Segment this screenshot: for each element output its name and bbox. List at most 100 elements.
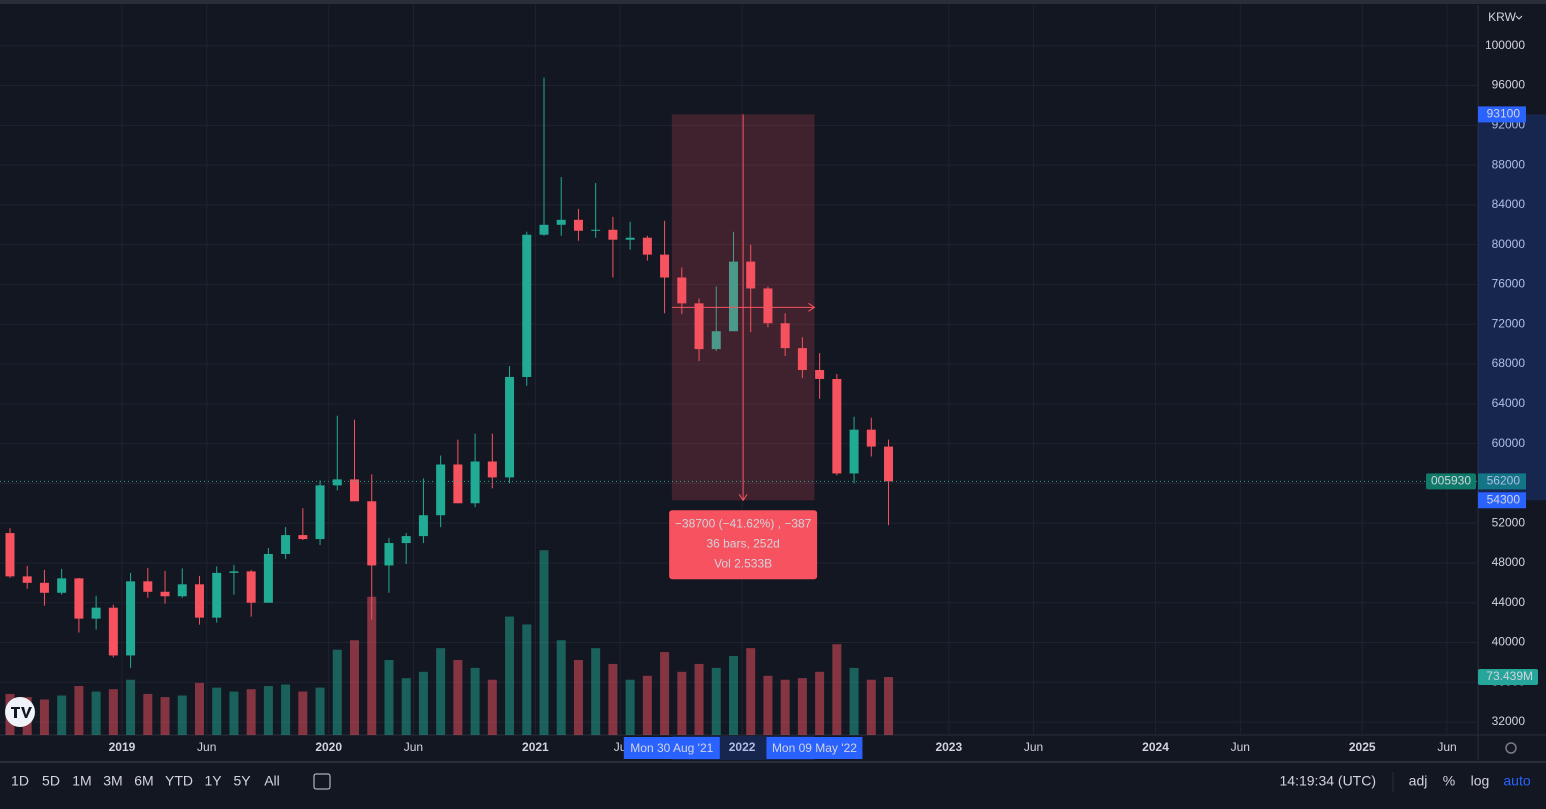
candle-body bbox=[384, 543, 394, 566]
candle-body bbox=[143, 581, 153, 592]
candle-body bbox=[556, 219, 566, 225]
volume-bar bbox=[91, 691, 101, 735]
toolbar: 1D 5D 1M 3M 6M YTD 1Y 5Y All 14:19:34 (UTC) adj% lo… bbox=[11, 773, 1531, 789]
volume-bar bbox=[401, 678, 411, 735]
volume-label: 73.439M bbox=[1486, 669, 1533, 683]
candle-body bbox=[418, 515, 428, 537]
range-button[interactable]: YTD bbox=[165, 773, 193, 789]
measure-info-text: Vol 2.533B bbox=[714, 556, 772, 570]
volume-bar bbox=[332, 649, 342, 735]
range-button[interactable]: 5D bbox=[42, 773, 60, 789]
volume-bar bbox=[487, 679, 497, 735]
volume-bar bbox=[229, 691, 239, 735]
price-range-highlight bbox=[1478, 114, 1546, 501]
volume bbox=[5, 550, 894, 735]
option-button[interactable]: auto bbox=[1503, 773, 1530, 789]
candle-body bbox=[660, 254, 670, 278]
top-border bbox=[0, 0, 1546, 4]
candle-body bbox=[5, 533, 15, 577]
x-tick-label: 2025 bbox=[1349, 740, 1376, 754]
volume-bar bbox=[108, 689, 118, 735]
volume-bar bbox=[780, 679, 790, 735]
candle-body bbox=[74, 578, 84, 619]
x-tick-label: Jun bbox=[404, 740, 423, 754]
candle-body bbox=[815, 370, 825, 379]
measure-price-label: 93100 bbox=[1487, 107, 1521, 121]
volume-bar bbox=[281, 684, 291, 735]
candle-body bbox=[780, 323, 790, 349]
candle-body bbox=[608, 229, 618, 240]
y-tick-label: 60000 bbox=[1492, 436, 1526, 450]
measure-info-text: −38700 (−41.62%) , −387 bbox=[675, 516, 812, 530]
candle-body bbox=[315, 485, 325, 540]
currency[interactable]: KRW bbox=[1488, 10, 1516, 24]
volume-bar bbox=[797, 678, 807, 735]
candle-body bbox=[849, 429, 859, 474]
x-tick-label: Ju bbox=[614, 740, 627, 754]
measure-price-bg bbox=[1478, 492, 1526, 509]
candle-body bbox=[22, 576, 32, 583]
candle-body bbox=[436, 464, 446, 516]
range-button[interactable]: 3M bbox=[103, 773, 122, 789]
logo[interactable] bbox=[5, 697, 35, 727]
date-range-icon[interactable] bbox=[313, 773, 331, 790]
volume-bar bbox=[194, 682, 204, 735]
candle-body bbox=[677, 277, 687, 304]
volume-bar bbox=[212, 687, 222, 735]
x-tick-label: 2022 bbox=[729, 740, 756, 754]
measure-date-label: Mon 30 Aug '21 bbox=[630, 741, 713, 755]
candle-body bbox=[642, 237, 652, 255]
candle-body bbox=[711, 331, 721, 350]
option-button[interactable]: adj bbox=[1409, 773, 1428, 789]
volume-bar bbox=[625, 679, 635, 735]
candle-body bbox=[728, 261, 738, 332]
volume-bar bbox=[539, 550, 549, 735]
volume-bar bbox=[832, 644, 842, 735]
settings-icon[interactable] bbox=[1505, 742, 1517, 754]
candles bbox=[5, 77, 894, 668]
range-button[interactable]: 5Y bbox=[233, 773, 251, 789]
volume-bar bbox=[884, 677, 894, 735]
y-tick-label: 64000 bbox=[1492, 396, 1526, 410]
candle-body bbox=[177, 584, 187, 597]
candle-body bbox=[763, 288, 773, 324]
y-tick-label: 80000 bbox=[1492, 237, 1526, 251]
candle-body bbox=[522, 234, 532, 377]
volume-bar bbox=[470, 667, 480, 735]
volume-bar bbox=[591, 648, 601, 735]
x-tick-label: Jun bbox=[1024, 740, 1043, 754]
volume-bar bbox=[367, 596, 377, 735]
measure-date-bg bbox=[766, 737, 863, 759]
candle-body bbox=[350, 479, 360, 502]
option-button[interactable]: % bbox=[1443, 773, 1455, 789]
x-tick-label: 2019 bbox=[109, 740, 136, 754]
candle-body bbox=[263, 553, 273, 603]
x-tick-label: 2024 bbox=[1142, 740, 1169, 754]
volume-bar bbox=[763, 675, 773, 735]
volume-bar bbox=[436, 648, 446, 735]
y-tick-label: 88000 bbox=[1492, 157, 1526, 171]
x-tick-label: Jun bbox=[1437, 740, 1456, 754]
volume-bar bbox=[849, 667, 859, 735]
candle-body bbox=[573, 219, 583, 231]
volume-bar bbox=[126, 679, 136, 735]
range-button[interactable]: 1D bbox=[11, 773, 29, 789]
candle-body bbox=[832, 378, 842, 474]
range-button[interactable]: All bbox=[264, 773, 280, 789]
volume-bar bbox=[263, 686, 273, 735]
volume-bar bbox=[556, 640, 566, 735]
volume-label-bg bbox=[1478, 669, 1538, 686]
candle-body bbox=[281, 535, 291, 554]
option-button[interactable]: log bbox=[1471, 773, 1490, 789]
volume-bar bbox=[694, 663, 704, 735]
measure-arrow bbox=[808, 302, 816, 312]
last-price-bg bbox=[1478, 473, 1526, 490]
range-button[interactable]: 6M bbox=[134, 773, 153, 789]
axes: 3200036000400004400048000520005600060000… bbox=[0, 38, 1546, 760]
logo-mark bbox=[11, 707, 32, 718]
y-tick-label: 32000 bbox=[1492, 714, 1526, 728]
range-button[interactable]: 1Y bbox=[204, 773, 222, 789]
range-button[interactable]: 1M bbox=[72, 773, 91, 789]
candle-body bbox=[108, 607, 118, 656]
